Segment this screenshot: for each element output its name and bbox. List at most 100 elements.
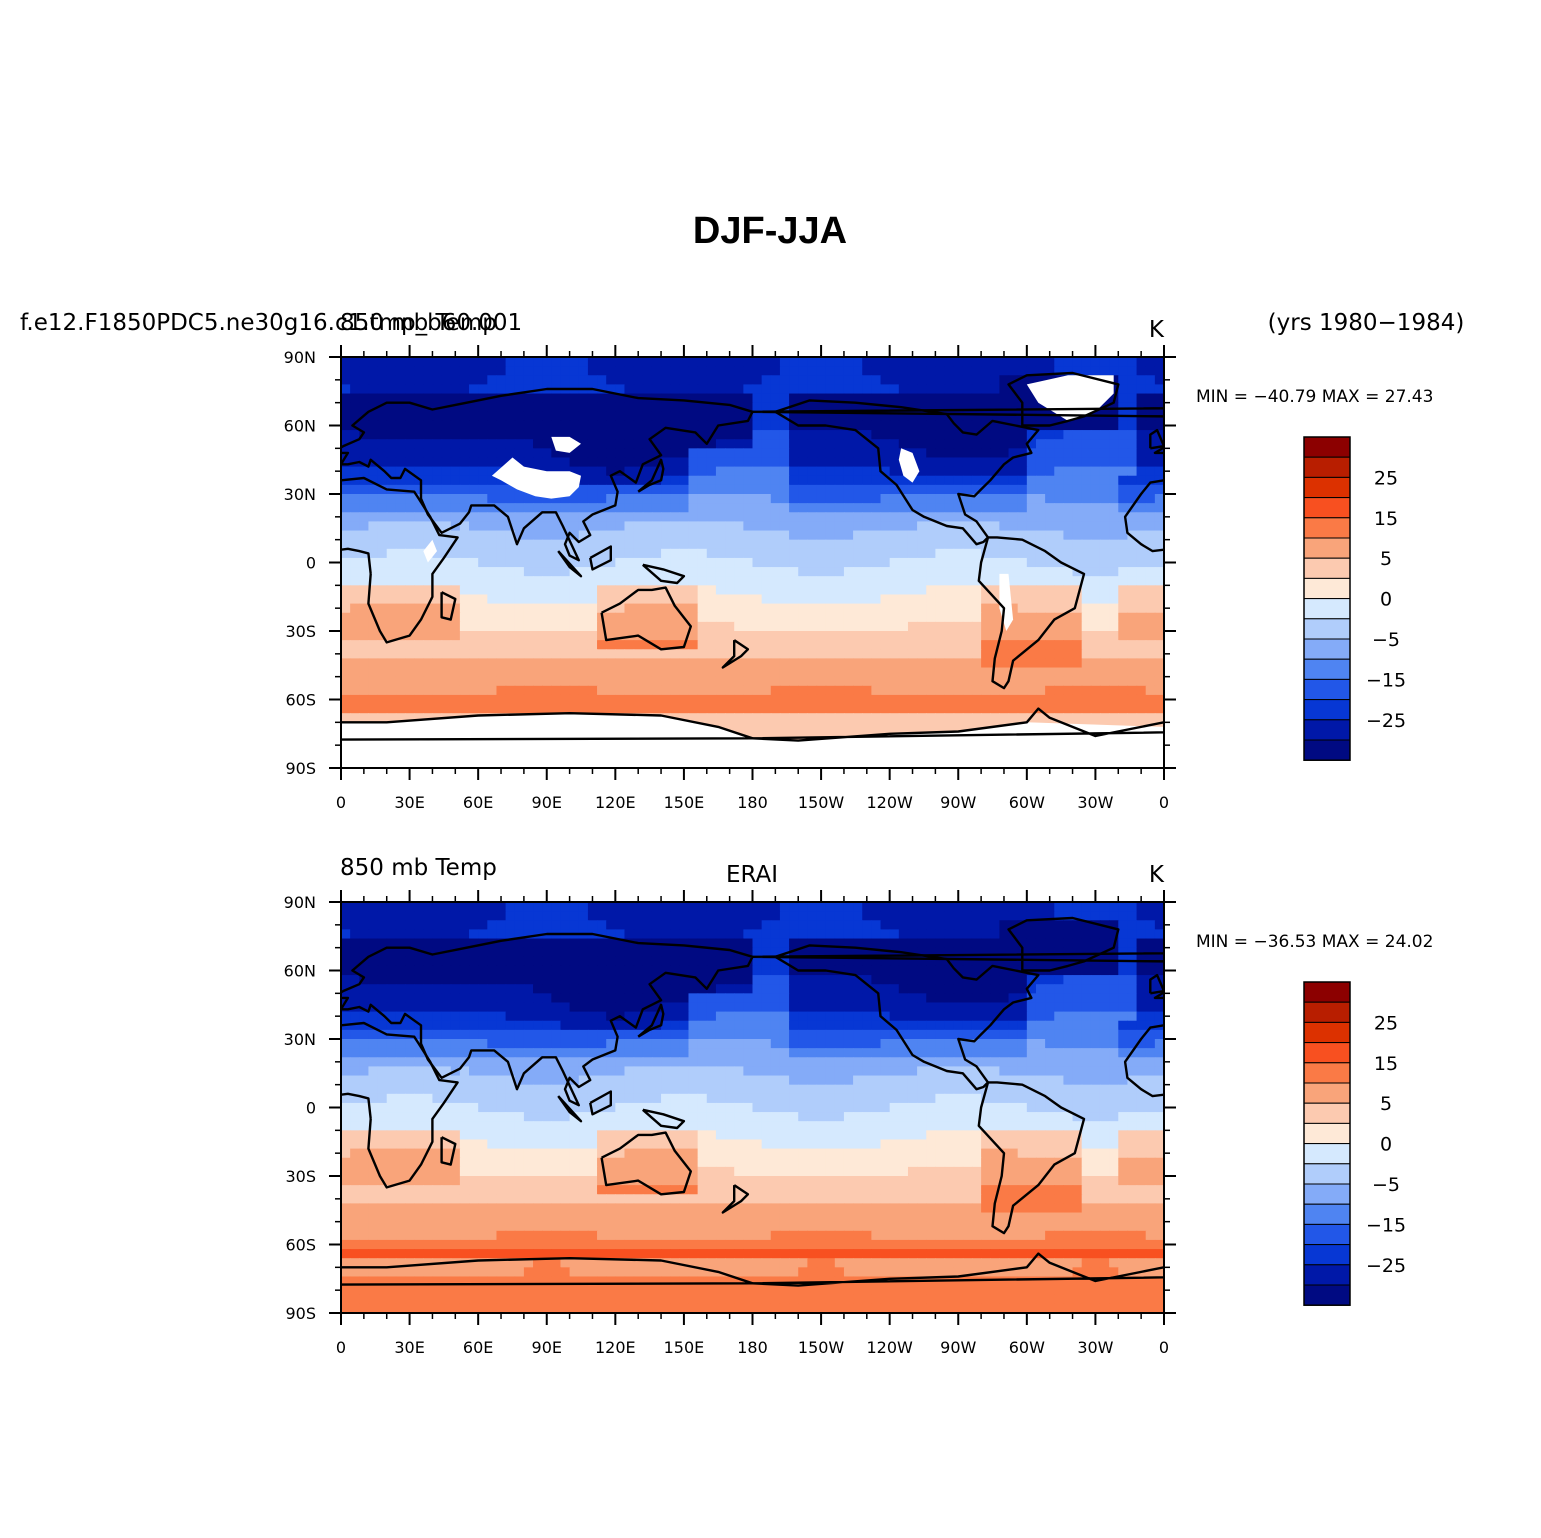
field-cell [898, 658, 909, 669]
field-cell [459, 548, 470, 559]
field-cell [962, 430, 973, 440]
field-cell [907, 704, 918, 714]
field-cell [551, 448, 562, 459]
field-cell [779, 938, 790, 949]
field-cell [706, 512, 717, 522]
field-cell [935, 548, 946, 559]
field-cell [798, 612, 808, 623]
field-cell [962, 375, 973, 385]
field-cell [816, 475, 827, 486]
field-cell [441, 521, 452, 532]
field-cell [560, 420, 571, 431]
field-cell [843, 484, 854, 495]
field-cell [743, 475, 754, 486]
field-cell [350, 929, 360, 940]
field-cell [651, 685, 662, 696]
field-cell [1109, 357, 1119, 367]
field-cell [871, 366, 882, 376]
field-cell [1090, 713, 1101, 723]
field-cell [834, 722, 845, 733]
field-cell [981, 557, 991, 568]
field-cell [981, 366, 991, 376]
field-cell [944, 466, 955, 477]
field-cell [1118, 594, 1129, 605]
field-cell [789, 713, 799, 723]
field-cell [734, 494, 744, 504]
field-cell [789, 484, 799, 495]
field-cell [386, 658, 397, 669]
field-cell [1099, 621, 1110, 632]
field-cell [533, 530, 543, 541]
field-cell [935, 430, 946, 440]
field-cell [377, 457, 388, 468]
field-cell [1127, 393, 1138, 404]
field-cell [1063, 439, 1074, 449]
field-cell [341, 603, 351, 614]
field-cell [341, 621, 351, 632]
coastline [341, 476, 459, 644]
field-cell [1127, 640, 1138, 650]
field-cell [926, 612, 936, 623]
field-cell [359, 448, 370, 459]
field-cell [651, 631, 662, 641]
field-cell [414, 576, 424, 586]
field-cell [871, 603, 882, 614]
field-cell [469, 667, 479, 678]
field-cell [834, 956, 845, 967]
field-cell [1118, 420, 1129, 431]
field-cell [642, 411, 653, 422]
field-cell [578, 466, 589, 477]
field-cell [935, 402, 946, 413]
field-cell [1063, 430, 1074, 440]
field-cell [487, 704, 498, 714]
field-cell [651, 512, 662, 522]
field-cell [359, 512, 370, 522]
field-cell [843, 402, 854, 413]
field-cell [386, 621, 397, 632]
field-cell [779, 557, 790, 568]
field-cell [889, 420, 900, 431]
field-cell [1127, 594, 1138, 605]
field-cell [1090, 530, 1101, 541]
field-cell [1008, 676, 1019, 687]
field-cell [1118, 640, 1129, 650]
field-cell [1026, 902, 1037, 912]
field-cell [907, 694, 918, 705]
field-cell [578, 621, 589, 632]
field-cell [386, 448, 397, 459]
field-cell [395, 667, 406, 678]
field-cell [981, 902, 991, 912]
field-cell [843, 466, 854, 477]
field-cell [734, 503, 744, 513]
field-cell [770, 411, 781, 422]
field-cell [971, 576, 982, 586]
field-cell [688, 457, 699, 468]
field-cell [615, 411, 626, 422]
field-cell [761, 448, 772, 459]
field-cell [697, 375, 708, 385]
field-cell [706, 384, 717, 395]
field-cell [1109, 576, 1119, 586]
field-cell [542, 567, 552, 577]
field-cell [898, 631, 909, 641]
field-cell [359, 920, 370, 930]
field-cell [816, 567, 827, 577]
field-cell [990, 475, 1000, 486]
field-cell [770, 585, 781, 596]
field-cell [697, 649, 708, 659]
field-cell [1118, 512, 1129, 522]
field-cell [962, 411, 973, 422]
field-cell [341, 357, 351, 367]
field-cell [514, 621, 525, 632]
field-cell [341, 576, 351, 586]
field-cell [560, 430, 571, 440]
field-cell [341, 430, 351, 440]
field-cell [971, 631, 982, 641]
field-cell [386, 640, 397, 650]
field-cell [798, 512, 808, 522]
field-cell [697, 704, 708, 714]
field-cell [624, 649, 635, 659]
field-cell [1017, 704, 1028, 714]
field-cell [779, 685, 790, 696]
field-cell [1090, 512, 1101, 522]
